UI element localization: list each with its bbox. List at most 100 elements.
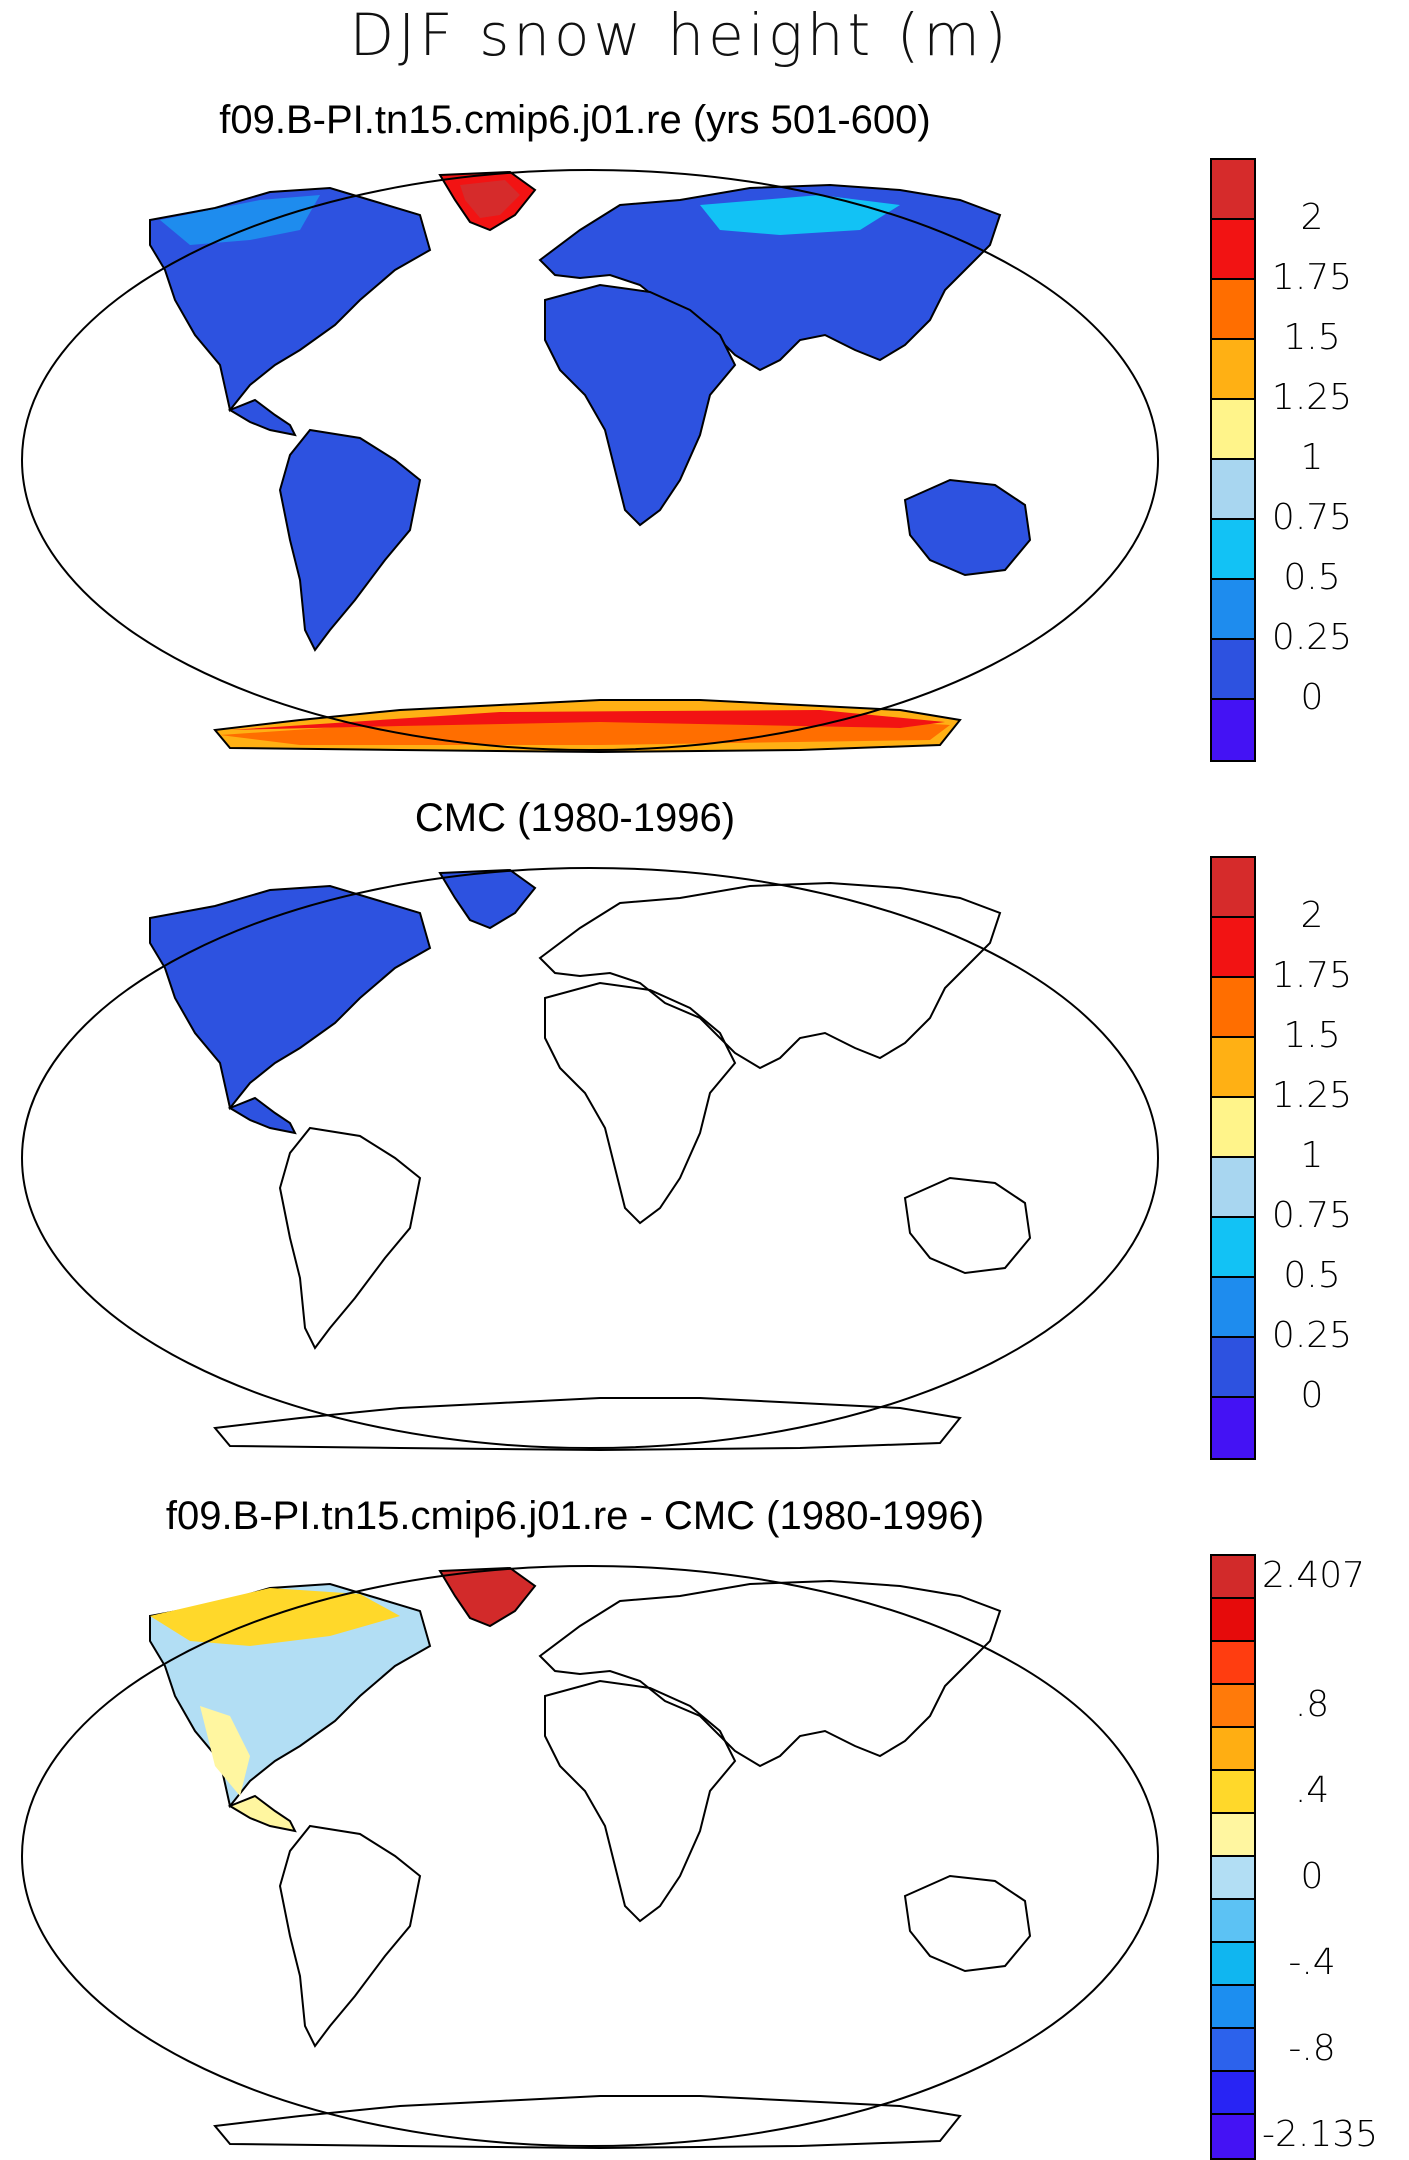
colorbar-label: 0.5 bbox=[1283, 1255, 1341, 1296]
panel-3-colorbar bbox=[1210, 1554, 1256, 2160]
colorbar-label: -2.135 bbox=[1262, 2113, 1379, 2155]
colorbar-cell bbox=[1212, 1556, 1254, 1599]
landmass bbox=[903, 1874, 1032, 1973]
colorbar-cell bbox=[1212, 340, 1254, 400]
colorbar-cell bbox=[1212, 1900, 1254, 1943]
colorbar-label: 1.75 bbox=[1271, 257, 1353, 298]
panel-2-colorbar bbox=[1210, 856, 1256, 1460]
colorbar-cell bbox=[1212, 460, 1254, 520]
colorbar-cell bbox=[1212, 220, 1254, 280]
colorbar-label: 1 bbox=[1300, 1135, 1324, 1176]
colorbar-cell bbox=[1212, 400, 1254, 460]
colorbar-cell bbox=[1212, 280, 1254, 340]
landmass bbox=[438, 1566, 537, 1628]
landmass bbox=[213, 1397, 962, 1452]
map-border bbox=[21, 169, 1159, 751]
landmass bbox=[700, 195, 900, 235]
colorbar-cell bbox=[1212, 160, 1254, 220]
colorbar-label: 0.75 bbox=[1271, 1195, 1353, 1236]
colorbar-label: 1.75 bbox=[1271, 955, 1353, 996]
landmass bbox=[460, 180, 520, 218]
colorbar-cell bbox=[1212, 1814, 1254, 1857]
landmass bbox=[213, 2095, 962, 2150]
colorbar-label: 0.25 bbox=[1271, 1315, 1353, 1356]
colorbar-label: 0 bbox=[1300, 1375, 1324, 1416]
continents-layer bbox=[149, 1566, 1032, 2150]
landmass bbox=[438, 868, 537, 930]
landmass bbox=[227, 398, 297, 437]
landmass bbox=[538, 1579, 1002, 1768]
colorbar-cell bbox=[1212, 1986, 1254, 2029]
colorbar-cell bbox=[1212, 580, 1254, 640]
landmass bbox=[150, 1588, 400, 1646]
colorbar-cell bbox=[1212, 700, 1254, 760]
colorbar-label: .4 bbox=[1294, 1769, 1330, 1811]
landmass bbox=[544, 1679, 737, 1923]
colorbar-cell bbox=[1212, 1218, 1254, 1278]
colorbar-cell bbox=[1212, 1728, 1254, 1771]
map-border bbox=[21, 1565, 1159, 2147]
figure-title: DJF snow height (m) bbox=[349, 1, 1011, 69]
landmass bbox=[227, 1794, 297, 1833]
colorbar-label: -.4 bbox=[1288, 1941, 1336, 1983]
colorbar-cell bbox=[1212, 1158, 1254, 1218]
colorbar-label: 2 bbox=[1300, 895, 1324, 936]
colorbar-label: 1.5 bbox=[1283, 1015, 1341, 1056]
panel-3-map bbox=[21, 1565, 1159, 2150]
continents-layer bbox=[149, 170, 1032, 754]
colorbar-label: 2 bbox=[1300, 197, 1324, 238]
landmass bbox=[149, 186, 432, 413]
colorbar-label: 2.407 bbox=[1262, 1554, 1366, 1596]
colorbar-label: .8 bbox=[1294, 1683, 1330, 1725]
landmass bbox=[278, 1824, 422, 2048]
colorbar-cell bbox=[1212, 520, 1254, 580]
colorbar-cell bbox=[1212, 2115, 1254, 2158]
colorbar-cell bbox=[1212, 640, 1254, 700]
landmass bbox=[278, 1126, 422, 1350]
landmass bbox=[227, 1096, 297, 1135]
colorbar-label: 1.5 bbox=[1283, 317, 1341, 358]
colorbar-label: 0.75 bbox=[1271, 497, 1353, 538]
colorbar-cell bbox=[1212, 858, 1254, 918]
colorbar-label: 0 bbox=[1300, 677, 1324, 718]
landmass bbox=[903, 1176, 1032, 1275]
panel-1-colorbar bbox=[1210, 158, 1256, 762]
panel-1-title: f09.B-PI.tn15.cmip6.j01.re (yrs 501-600) bbox=[219, 98, 931, 142]
colorbar-cell bbox=[1212, 1398, 1254, 1458]
colorbar-label: 0.5 bbox=[1283, 557, 1341, 598]
landmass bbox=[278, 428, 422, 652]
colorbar-cell bbox=[1212, 978, 1254, 1038]
colorbar-cell bbox=[1212, 1771, 1254, 1814]
landmass bbox=[544, 283, 737, 527]
colorbar-label: 0.25 bbox=[1271, 617, 1353, 658]
panel-2-map bbox=[21, 867, 1159, 1452]
colorbar-cell bbox=[1212, 1098, 1254, 1158]
colorbar-cell bbox=[1212, 1943, 1254, 1986]
colorbar-label: 1.25 bbox=[1271, 1075, 1353, 1116]
colorbar-label: -.8 bbox=[1288, 2027, 1336, 2069]
landmass bbox=[149, 884, 432, 1111]
colorbar-label: 0 bbox=[1300, 1855, 1324, 1897]
landmass bbox=[160, 195, 320, 245]
colorbar-cell bbox=[1212, 1278, 1254, 1338]
landmass bbox=[230, 710, 945, 730]
panel-1-map bbox=[21, 169, 1159, 754]
colorbar-cell bbox=[1212, 1338, 1254, 1398]
continents-layer bbox=[149, 868, 1032, 1452]
colorbar-cell bbox=[1212, 2029, 1254, 2072]
landmass bbox=[903, 478, 1032, 577]
colorbar-cell bbox=[1212, 2072, 1254, 2115]
landmass bbox=[538, 881, 1002, 1070]
colorbar-label: 1.25 bbox=[1271, 377, 1353, 418]
colorbar-label: 1 bbox=[1300, 437, 1324, 478]
landmass bbox=[544, 981, 737, 1225]
colorbar-cell bbox=[1212, 1685, 1254, 1728]
colorbar-cell bbox=[1212, 1642, 1254, 1685]
colorbar-cell bbox=[1212, 1038, 1254, 1098]
panel-3-title: f09.B-PI.tn15.cmip6.j01.re - CMC (1980-1… bbox=[165, 1494, 985, 1538]
panel-2-title: CMC (1980-1996) bbox=[414, 796, 736, 840]
colorbar-cell bbox=[1212, 1599, 1254, 1642]
colorbar-cell bbox=[1212, 918, 1254, 978]
map-border bbox=[21, 867, 1159, 1449]
colorbar-cell bbox=[1212, 1857, 1254, 1900]
